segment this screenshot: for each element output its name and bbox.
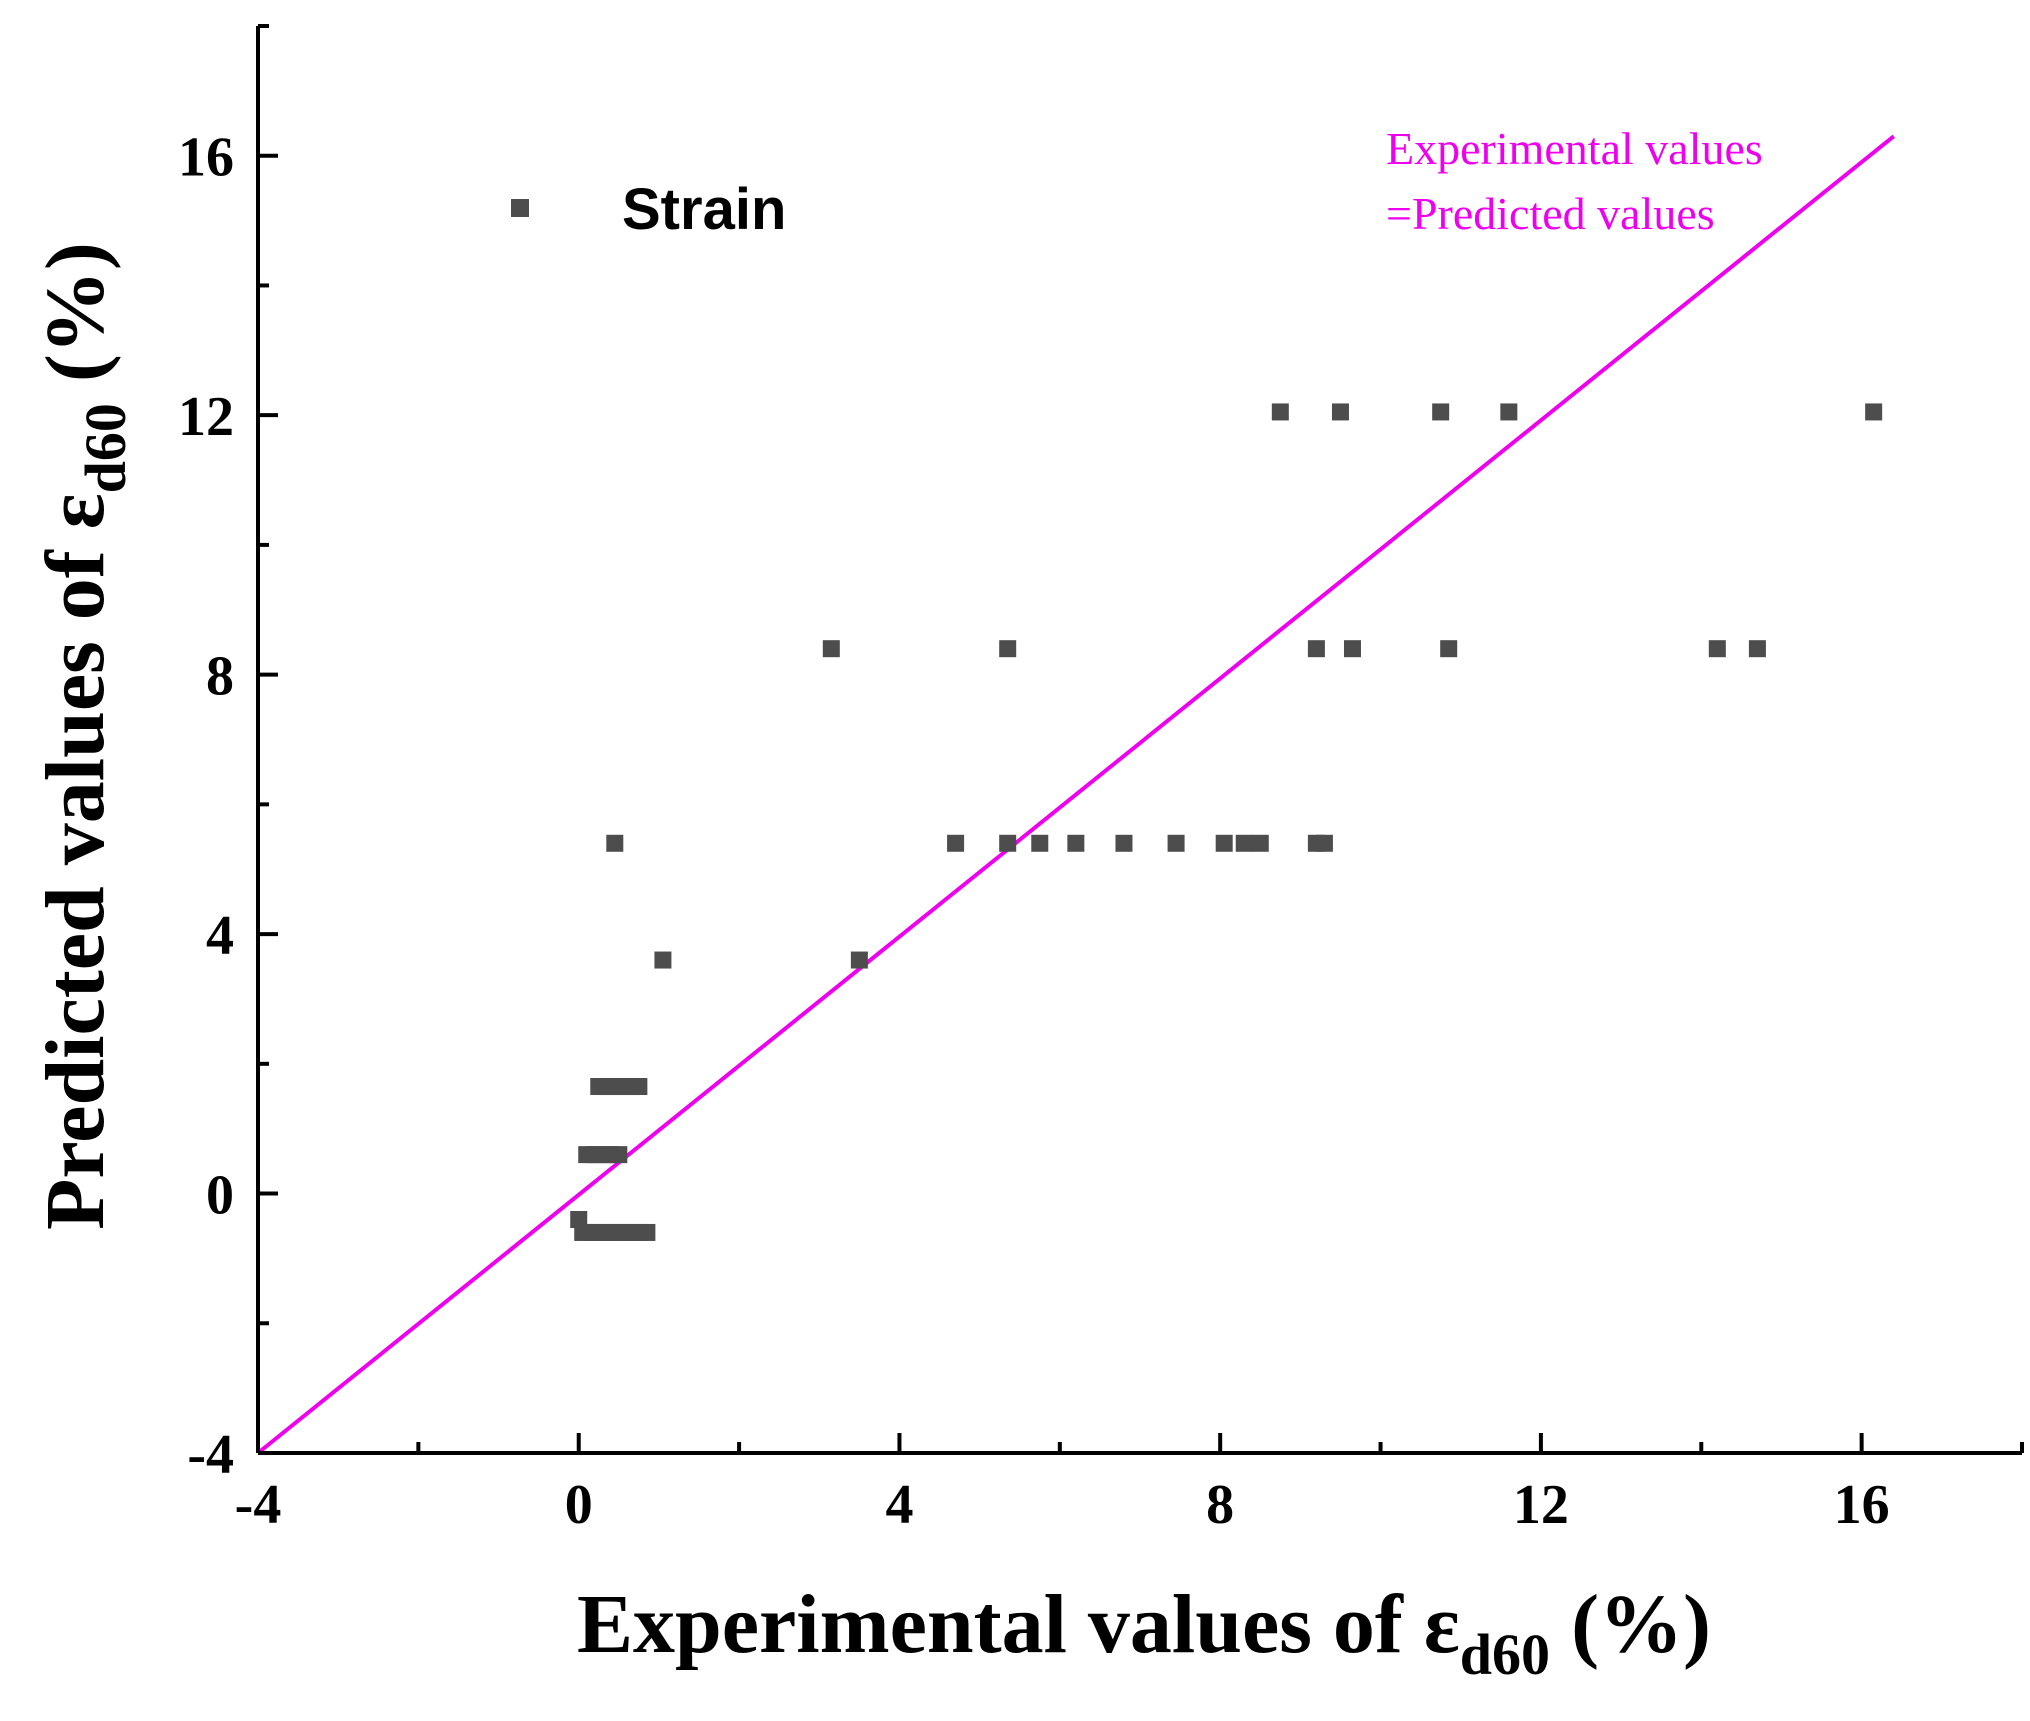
x-axis-title-subscript: d60 xyxy=(1460,1622,1550,1687)
reference-line-layer xyxy=(256,134,1895,1455)
y-tick-label: 16 xyxy=(178,127,234,189)
data-point xyxy=(1315,834,1333,852)
data-point xyxy=(610,1146,628,1164)
data-point xyxy=(1865,403,1883,421)
y-tick-label: 4 xyxy=(206,905,234,967)
data-point xyxy=(1307,640,1325,658)
x-tick-label: 4 xyxy=(885,1474,913,1536)
y-tick-label: 12 xyxy=(178,386,234,448)
y-axis-title-main: Predicted values of ε xyxy=(29,493,122,1230)
y-tick-label: -4 xyxy=(187,1424,234,1486)
data-point xyxy=(1500,403,1518,421)
data-point xyxy=(999,640,1017,658)
x-axis-title-main: Experimental values of ε xyxy=(577,1578,1460,1671)
x-tick-label: 16 xyxy=(1834,1474,1890,1536)
x-tick-label: 0 xyxy=(565,1474,593,1536)
x-tick-label: -4 xyxy=(235,1474,282,1536)
data-point xyxy=(1432,403,1450,421)
y-axis-title-suffix: (%) xyxy=(29,242,122,403)
annotation-line-2: =Predicted values xyxy=(1386,188,1715,239)
data-points-layer xyxy=(570,403,1883,1241)
data-point xyxy=(606,834,624,852)
data-point xyxy=(570,1210,588,1228)
reference-line xyxy=(256,134,1895,1455)
data-point xyxy=(1251,834,1269,852)
tick-labels: -4 0 4 8 12 16 -4 0 4 8 12 16 xyxy=(178,127,1890,1536)
data-point xyxy=(654,951,672,969)
y-axis-title: Predicted values of εd60 (%) xyxy=(29,242,138,1230)
data-point xyxy=(1031,834,1049,852)
data-point xyxy=(1708,640,1726,658)
data-point xyxy=(1115,834,1133,852)
data-point xyxy=(1235,834,1253,852)
x-tick-label: 8 xyxy=(1206,1474,1234,1536)
data-point xyxy=(1215,834,1233,852)
data-point xyxy=(850,951,868,969)
legend-marker xyxy=(511,199,529,217)
x-tick-label: 12 xyxy=(1513,1474,1569,1536)
x-axis-title: Experimental values of εd60 (%) xyxy=(577,1578,1711,1687)
data-point xyxy=(638,1223,656,1241)
data-point xyxy=(947,834,965,852)
data-point xyxy=(822,640,840,658)
data-point xyxy=(630,1078,648,1096)
y-tick-label: 0 xyxy=(206,1165,234,1227)
axes xyxy=(256,24,2024,1455)
data-point xyxy=(1440,640,1458,658)
annotation-line-1: Experimental values xyxy=(1386,123,1763,174)
data-point xyxy=(1748,640,1766,658)
x-axis-title-suffix: (%) xyxy=(1550,1578,1711,1671)
reference-line-annotation: Experimental values =Predicted values xyxy=(1386,123,1763,239)
data-point xyxy=(999,834,1017,852)
data-point xyxy=(1067,834,1085,852)
data-point xyxy=(1167,834,1185,852)
legend-label: Strain xyxy=(622,177,786,242)
data-point xyxy=(1331,403,1349,421)
legend: Strain xyxy=(511,177,786,242)
data-point xyxy=(1271,403,1289,421)
y-tick-label: 8 xyxy=(206,646,234,708)
y-axis-title-subscript: d60 xyxy=(73,403,138,493)
data-point xyxy=(1343,640,1361,658)
